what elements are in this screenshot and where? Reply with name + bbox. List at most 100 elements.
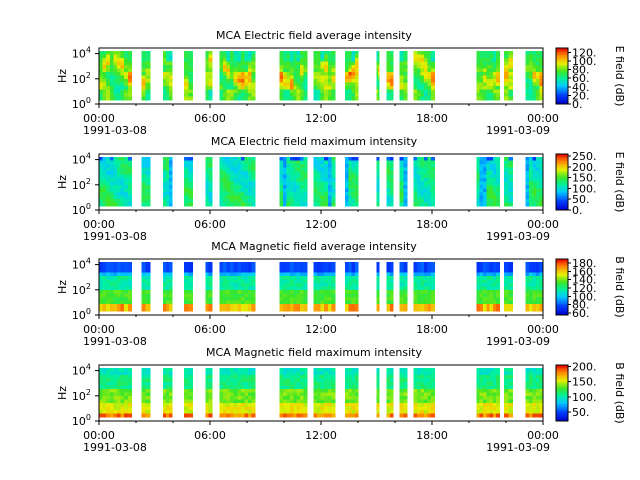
spectrogram-cell (324, 307, 329, 312)
spectrogram-cell (539, 54, 544, 59)
spectrogram-cell (539, 93, 544, 97)
spectrogram-cell (504, 276, 509, 280)
spectrogram-cell (208, 368, 213, 372)
colorbar-segment (556, 179, 568, 182)
spectrogram-cell (226, 307, 231, 312)
colorbar-segment (556, 59, 568, 62)
spectrogram-cell (188, 93, 193, 97)
spectrogram-cell (120, 68, 125, 73)
spectrogram-cell (489, 160, 494, 165)
spectrogram-cell (403, 276, 408, 280)
spectrogram-cell (248, 279, 253, 284)
spectrogram-cell (532, 368, 537, 372)
colorbar-tick-label: 100. (572, 391, 597, 404)
spectrogram-cell (479, 389, 484, 393)
spectrogram-cell (244, 392, 249, 397)
spectrogram-cell (289, 157, 294, 161)
spectrogram-cell (483, 269, 487, 273)
spectrogram-cell (532, 82, 537, 87)
spectrogram-cell (413, 406, 418, 411)
spectrogram-cell (420, 54, 425, 59)
spectrogram-cell (99, 272, 103, 277)
spectrogram-cell (99, 403, 103, 407)
spectrogram-panel-2: MCA Electric field maximum intensityHz10… (56, 135, 626, 243)
spectrogram-cell (127, 293, 132, 298)
spectrogram-cell (489, 181, 494, 186)
spectrogram-cell (251, 368, 256, 372)
spectrogram-cell (386, 188, 391, 193)
spectrogram-cell (539, 164, 544, 168)
colorbar-label: B field (dB) (613, 362, 626, 423)
spectrogram-cell (317, 262, 322, 266)
spectrogram-cell (479, 382, 484, 386)
spectrogram-cell (145, 195, 151, 200)
spectrogram-cell (289, 68, 294, 73)
spectrogram-cell (106, 413, 111, 418)
spectrogram-cell (205, 61, 210, 66)
spectrogram-cell (226, 300, 231, 305)
spectrogram-cell (476, 51, 481, 55)
spectrogram-cell (504, 157, 509, 161)
spectrogram-cell (492, 82, 497, 87)
spectrogram-cell (496, 188, 500, 193)
spectrogram-cell (116, 86, 121, 90)
spectrogram-cell (303, 293, 308, 298)
spectrogram-cell (282, 171, 287, 175)
spectrogram-cell (188, 195, 193, 200)
spectrogram-cell (403, 269, 408, 273)
spectrogram-cell (205, 300, 210, 305)
spectrogram-cell (348, 72, 352, 76)
spectrogram-cell (535, 61, 540, 66)
spectrogram-cell (208, 389, 213, 393)
spectrogram-cell (244, 300, 249, 305)
spectrogram-cell (376, 195, 379, 200)
spectrogram-cell (324, 368, 329, 372)
spectrogram-cell (320, 293, 325, 298)
spectrogram-cell (141, 286, 147, 291)
spectrogram-cell (251, 307, 256, 312)
spectrogram-cell (244, 297, 249, 301)
spectrogram-cell (424, 399, 429, 404)
spectrogram-cell (109, 86, 114, 90)
spectrogram-cell (162, 276, 167, 280)
spectrogram-cell (99, 65, 103, 69)
spectrogram-cell (219, 262, 224, 266)
spectrogram-cell (141, 164, 147, 168)
spectrogram-cell (313, 199, 318, 203)
spectrogram-cell (345, 75, 349, 80)
spectrogram-cell (127, 79, 132, 83)
spectrogram-cell (403, 375, 408, 379)
spectrogram-cell (116, 382, 121, 386)
spectrogram-cell (188, 192, 193, 196)
x-tick-label: 12:00 (305, 218, 337, 231)
spectrogram-cell (351, 86, 356, 90)
spectrogram-cell (399, 96, 404, 101)
spectrogram-cell (293, 188, 298, 193)
spectrogram-cell (489, 385, 494, 390)
spectrogram-cell (324, 54, 329, 59)
spectrogram-cell (145, 96, 151, 101)
spectrogram-cell (389, 93, 394, 97)
spectrogram-cell (535, 392, 540, 397)
spectrogram-cell (222, 279, 227, 284)
spectrogram-cell (525, 185, 530, 189)
spectrogram-cell (124, 293, 129, 298)
spectrogram-cell (113, 279, 118, 284)
spectrogram-cell (141, 368, 147, 372)
spectrogram-cell (403, 96, 408, 101)
spectrogram-cell (496, 375, 500, 379)
spectrogram-cell (327, 54, 332, 59)
spectrogram-cell (230, 269, 235, 273)
spectrogram-cell (226, 188, 231, 193)
spectrogram-cell (233, 51, 238, 55)
spectrogram-cell (313, 262, 318, 266)
spectrogram-cell (431, 382, 436, 386)
spectrogram-cell (106, 272, 111, 277)
spectrogram-cell (331, 54, 336, 59)
spectrogram-cell (222, 307, 227, 312)
spectrogram-cell (324, 202, 329, 207)
spectrogram-cell (532, 272, 537, 277)
spectrogram-cell (479, 178, 484, 182)
colorbar-segment (556, 407, 568, 409)
spectrogram-cell (348, 61, 352, 66)
